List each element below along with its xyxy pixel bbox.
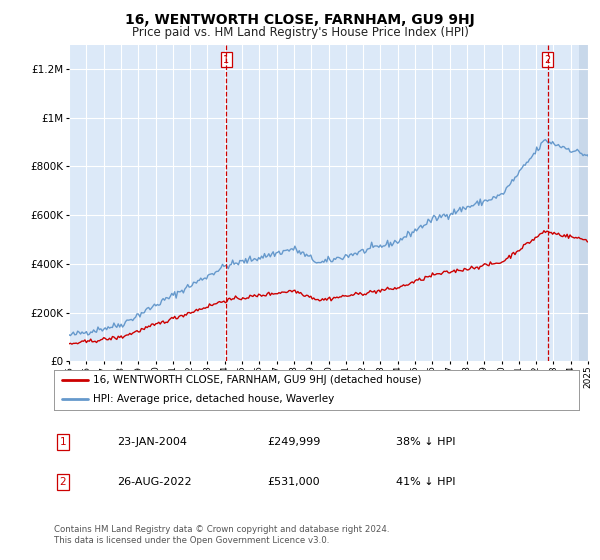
Text: 16, WENTWORTH CLOSE, FARNHAM, GU9 9HJ: 16, WENTWORTH CLOSE, FARNHAM, GU9 9HJ: [125, 13, 475, 27]
Text: 16, WENTWORTH CLOSE, FARNHAM, GU9 9HJ (detached house): 16, WENTWORTH CLOSE, FARNHAM, GU9 9HJ (d…: [94, 376, 422, 385]
Text: 1: 1: [223, 54, 229, 64]
Text: 41% ↓ HPI: 41% ↓ HPI: [396, 477, 455, 487]
Text: HPI: Average price, detached house, Waverley: HPI: Average price, detached house, Wave…: [94, 394, 335, 404]
Text: £249,999: £249,999: [267, 437, 320, 447]
Text: 2: 2: [59, 477, 67, 487]
Text: Contains HM Land Registry data © Crown copyright and database right 2024.
This d: Contains HM Land Registry data © Crown c…: [54, 525, 389, 545]
Bar: [580, 45, 588, 361]
Text: Price paid vs. HM Land Registry's House Price Index (HPI): Price paid vs. HM Land Registry's House …: [131, 26, 469, 39]
Text: 1: 1: [59, 437, 67, 447]
Text: 26-AUG-2022: 26-AUG-2022: [117, 477, 191, 487]
Text: 2: 2: [545, 54, 551, 64]
Text: 38% ↓ HPI: 38% ↓ HPI: [396, 437, 455, 447]
Text: £531,000: £531,000: [267, 477, 320, 487]
Text: 23-JAN-2004: 23-JAN-2004: [117, 437, 187, 447]
